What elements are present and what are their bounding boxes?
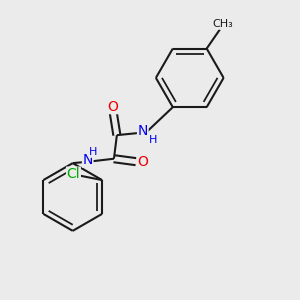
Text: H: H (89, 147, 98, 157)
Text: O: O (137, 155, 148, 169)
Text: O: O (108, 100, 118, 114)
Text: CH₃: CH₃ (212, 19, 233, 29)
Text: N: N (138, 124, 148, 138)
Text: N: N (82, 153, 93, 167)
Text: Cl: Cl (67, 167, 80, 181)
Text: H: H (148, 135, 157, 145)
